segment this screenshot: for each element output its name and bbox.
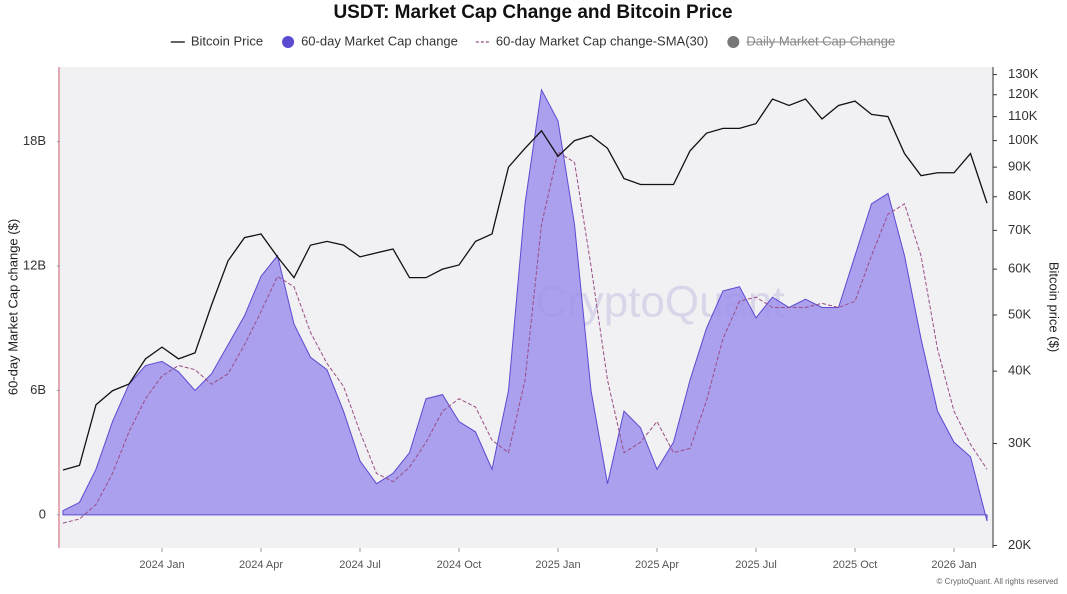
y2-tick-label: 90K: [1008, 159, 1031, 174]
area: [62, 88, 988, 522]
x-tick-label: 2025 Oct: [833, 559, 878, 571]
y-tick-label: 12B: [23, 257, 46, 272]
y2-tick-label: 120K: [1008, 86, 1039, 101]
y2-tick-label: 110K: [1008, 108, 1038, 123]
y2-tick-label: 80K: [1008, 188, 1031, 203]
legend: Bitcoin Price 60-day Market Cap change 60-…: [170, 33, 896, 48]
legend-swatch: [727, 36, 740, 48]
legend-label: Bitcoin Price: [191, 33, 263, 48]
legend-label: 60-day Market Cap change-SMA(30): [496, 33, 708, 48]
y2-tick-label: 40K: [1008, 363, 1031, 378]
y2-tick-label: 50K: [1008, 306, 1031, 321]
x-tick-label: 2026 Jan: [931, 559, 976, 571]
x-tick-label: 2024 Jan: [139, 559, 184, 571]
line: [62, 98, 988, 471]
y2-tick-label: 70K: [1008, 222, 1031, 237]
legend-label: Daily Market Cap Change: [746, 33, 895, 48]
x-tick-label: 2024 Oct: [437, 559, 482, 571]
x-tick-label: 2024 Jul: [339, 559, 381, 571]
y2-tick-label: 100K: [1008, 132, 1039, 147]
legend-label: 60-day Market Cap change: [301, 33, 458, 48]
x-tick-label: 2024 Apr: [239, 559, 283, 571]
legend-swatch: [282, 36, 295, 48]
y2-tick-label: 20K: [1008, 537, 1031, 552]
y2-tick-label: 130K: [1008, 66, 1039, 81]
x-tick-label: 2025 Jul: [735, 559, 777, 571]
y-tick-label: 18B: [23, 133, 46, 148]
y2-tick-label: 30K: [1008, 435, 1031, 450]
y-axis-title: 60-day Market Cap change ($): [5, 219, 20, 395]
x-tick-label: 2025 Apr: [635, 559, 679, 571]
y-tick-label: 6B: [30, 382, 46, 397]
y-tick-label: 0: [39, 506, 46, 521]
x-tick-label: 2025 Jan: [535, 559, 580, 571]
y2-axis-title: Bitcoin price ($): [1047, 262, 1062, 352]
chart-title: USDT: Market Cap Change and Bitcoin Pric…: [333, 2, 732, 23]
sma-line: [62, 151, 988, 524]
footer: © CryptoQuant. All rights reserved: [937, 577, 1059, 586]
y2-tick-label: 60K: [1008, 261, 1031, 276]
